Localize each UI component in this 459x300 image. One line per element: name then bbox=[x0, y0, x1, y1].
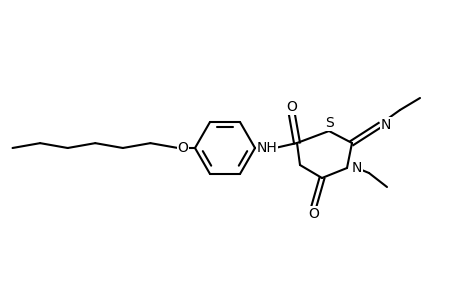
Text: O: O bbox=[286, 100, 297, 114]
Text: N: N bbox=[351, 161, 361, 175]
Text: S: S bbox=[325, 116, 334, 130]
Text: N: N bbox=[380, 118, 390, 132]
Text: NH: NH bbox=[256, 141, 277, 155]
Text: O: O bbox=[308, 207, 319, 221]
Text: O: O bbox=[177, 141, 188, 155]
